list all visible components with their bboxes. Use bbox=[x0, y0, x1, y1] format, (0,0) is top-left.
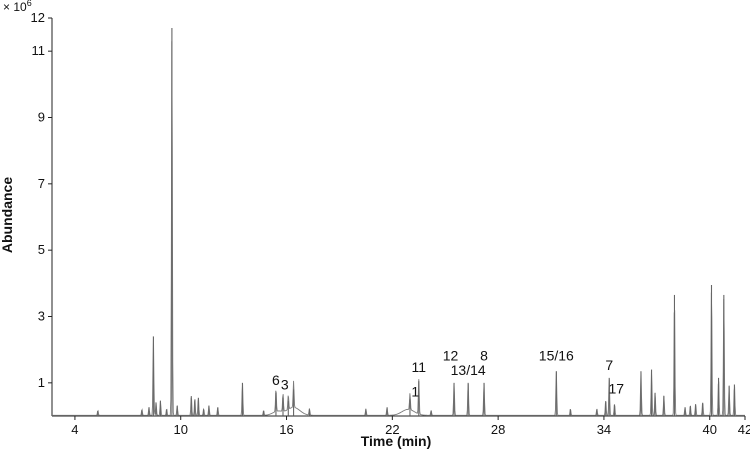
x-tick-label: 42 bbox=[738, 422, 750, 437]
axes bbox=[51, 18, 745, 417]
x-tick-label: 4 bbox=[71, 422, 78, 437]
peak-label: 15/16 bbox=[539, 347, 574, 363]
y-axis-title: Abundance bbox=[0, 177, 15, 253]
peak-label: 17 bbox=[608, 380, 624, 396]
peak-label: 11 bbox=[412, 359, 427, 375]
y-tick-label: 3 bbox=[38, 309, 45, 324]
x-tick-label: 16 bbox=[279, 422, 293, 437]
peak-label: 3 bbox=[281, 376, 289, 392]
x-tick-label: 22 bbox=[385, 422, 399, 437]
peak-label: 13/14 bbox=[451, 362, 486, 378]
y-multiplier-base: × 10 bbox=[3, 0, 27, 14]
y-tick-label: 5 bbox=[38, 242, 45, 257]
y-tick-label: 1 bbox=[38, 375, 45, 390]
y-multiplier-exponent: 6 bbox=[27, 0, 32, 8]
peak-label: 7 bbox=[605, 357, 613, 373]
peak-label: 8 bbox=[480, 347, 488, 363]
peak-label: 6 bbox=[272, 372, 280, 388]
x-axis-title: Time (min) bbox=[361, 433, 432, 449]
x-tick-label: 10 bbox=[173, 422, 187, 437]
y-tick-label: 11 bbox=[32, 43, 46, 58]
y-tick-label: 7 bbox=[38, 176, 45, 191]
trace bbox=[52, 27, 745, 416]
x-tick-label: 40 bbox=[702, 422, 716, 437]
peak-label: 1 bbox=[411, 384, 419, 400]
y-multiplier: × 106 bbox=[3, 0, 32, 14]
x-tick-label: 28 bbox=[491, 422, 505, 437]
y-tick-label: 12 bbox=[31, 10, 45, 25]
x-tick-label: 34 bbox=[597, 422, 611, 437]
peak-label: 12 bbox=[443, 347, 459, 363]
y-tick-label: 9 bbox=[38, 110, 45, 125]
chromatogram-trace bbox=[52, 41, 745, 416]
